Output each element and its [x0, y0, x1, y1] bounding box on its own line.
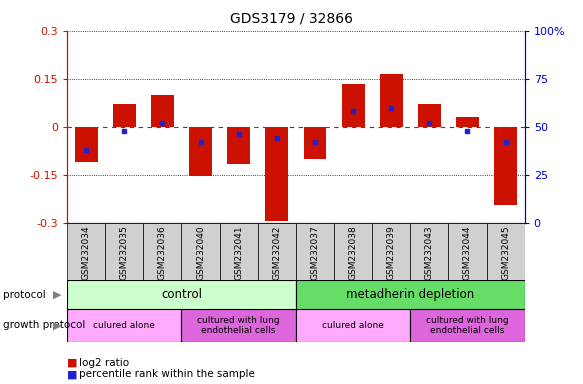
Bar: [189, 127, 212, 176]
Bar: [75, 127, 97, 162]
Bar: [410, 309, 525, 342]
Bar: [181, 223, 220, 280]
Bar: [334, 223, 372, 280]
Text: metadherin depletion: metadherin depletion: [346, 288, 475, 301]
Text: GSM232034: GSM232034: [82, 225, 90, 280]
Text: GSM232038: GSM232038: [349, 225, 357, 280]
Text: GSM232037: GSM232037: [310, 225, 319, 280]
Bar: [296, 309, 410, 342]
Bar: [342, 84, 364, 127]
Text: cultured with lung
endothelial cells: cultured with lung endothelial cells: [198, 316, 280, 335]
Bar: [494, 127, 517, 205]
Bar: [296, 280, 525, 309]
Text: culured alone: culured alone: [322, 321, 384, 330]
Text: ▶: ▶: [53, 290, 61, 300]
Bar: [67, 309, 181, 342]
Text: GSM232036: GSM232036: [158, 225, 167, 280]
Text: protocol: protocol: [3, 290, 45, 300]
Text: GSM232041: GSM232041: [234, 225, 243, 280]
Bar: [220, 223, 258, 280]
Text: log2 ratio: log2 ratio: [79, 358, 129, 368]
Text: GDS3179 / 32866: GDS3179 / 32866: [230, 12, 353, 25]
Bar: [448, 223, 487, 280]
Bar: [181, 309, 296, 342]
Text: culured alone: culured alone: [93, 321, 155, 330]
Text: percentile rank within the sample: percentile rank within the sample: [79, 369, 255, 379]
Bar: [487, 223, 525, 280]
Bar: [105, 223, 143, 280]
Text: cultured with lung
endothelial cells: cultured with lung endothelial cells: [426, 316, 509, 335]
Text: ▶: ▶: [53, 320, 61, 331]
Bar: [372, 223, 410, 280]
Bar: [151, 95, 174, 127]
Bar: [143, 223, 181, 280]
Text: ■: ■: [67, 369, 78, 379]
Text: control: control: [161, 288, 202, 301]
Text: GSM232045: GSM232045: [501, 225, 510, 280]
Bar: [380, 74, 403, 127]
Bar: [410, 223, 448, 280]
Text: GSM232044: GSM232044: [463, 225, 472, 280]
Text: GSM232035: GSM232035: [120, 225, 129, 280]
Bar: [456, 117, 479, 127]
Text: GSM232043: GSM232043: [425, 225, 434, 280]
Bar: [265, 127, 288, 221]
Bar: [296, 223, 334, 280]
Text: ■: ■: [67, 358, 78, 368]
Bar: [113, 104, 136, 127]
Bar: [67, 223, 105, 280]
Text: growth protocol: growth protocol: [3, 320, 85, 331]
Bar: [418, 104, 441, 127]
Bar: [67, 280, 296, 309]
Text: GSM232042: GSM232042: [272, 225, 282, 280]
Bar: [227, 127, 250, 164]
Bar: [304, 127, 326, 159]
Text: GSM232039: GSM232039: [387, 225, 396, 280]
Bar: [258, 223, 296, 280]
Text: GSM232040: GSM232040: [196, 225, 205, 280]
